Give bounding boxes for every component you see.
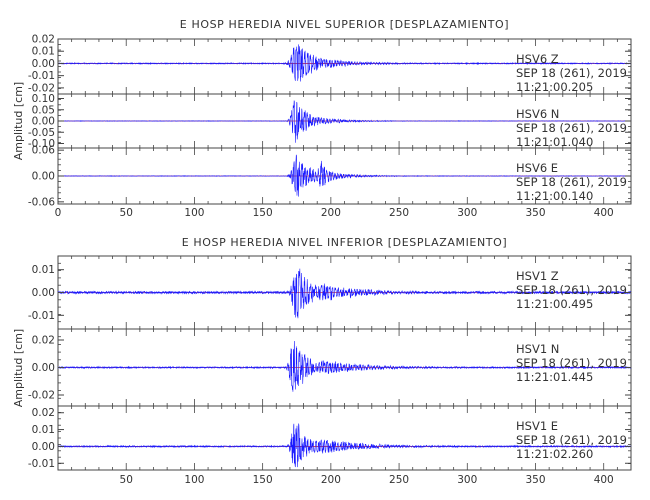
station-label: HSV6 Z (516, 52, 559, 66)
y-tick-label: -0.10 (28, 138, 55, 150)
waveform-line (57, 268, 632, 319)
y-tick-label: -0.06 (28, 196, 55, 208)
x-tick-label: 100 (184, 474, 204, 486)
y-tick-label: 0.10 (32, 93, 55, 105)
x-tick-label: 350 (525, 474, 545, 486)
date-label: SEP 18 (261), 2019 (516, 283, 627, 297)
x-tick-label: 100 (184, 207, 204, 219)
station-label: HSV1 E (516, 419, 558, 433)
y-tick-label: -0.01 (28, 70, 55, 82)
x-tick-label: 300 (457, 474, 477, 486)
x-tick-label: 350 (525, 207, 545, 219)
chart-title: E HOSP HEREDIA NIVEL SUPERIOR [DESPLAZAM… (180, 18, 509, 31)
waveform-line (57, 423, 632, 468)
waveform-line (57, 100, 632, 143)
y-tick-label: -0.02 (28, 390, 55, 402)
y-axis-label: Amplitud [cm] (12, 329, 25, 407)
x-tick-label: 0 (55, 207, 62, 219)
y-axis-label: Amplitud [cm] (12, 82, 25, 160)
y-tick-label: 0.02 (32, 335, 55, 347)
y-tick-label: 0.02 (32, 407, 55, 419)
y-tick-label: 0.00 (32, 116, 55, 128)
x-tick-label: 400 (594, 474, 614, 486)
x-tick-label: 150 (253, 474, 273, 486)
y-tick-label: -0.05 (28, 127, 55, 139)
y-tick-label: 0.00 (32, 58, 55, 70)
chart-upper-level: E HOSP HEREDIA NIVEL SUPERIOR [DESPLAZAM… (12, 18, 632, 219)
y-tick-label: 0.02 (32, 34, 55, 46)
x-tick-label: 50 (120, 207, 133, 219)
y-tick-label: 0.00 (32, 287, 55, 299)
y-tick-label: 0.00 (32, 362, 55, 374)
time-label: 11:21:00.205 (516, 80, 593, 94)
date-label: SEP 18 (261), 2019 (516, 121, 627, 135)
y-tick-label: 0.06 (32, 145, 56, 157)
x-tick-label: 250 (389, 207, 409, 219)
station-label: HSV1 N (516, 342, 559, 356)
x-tick-label: 400 (594, 207, 614, 219)
time-label: 11:21:01.445 (516, 370, 593, 384)
x-tick-label: 200 (321, 207, 341, 219)
y-tick-label: 0.00 (32, 171, 55, 183)
y-tick-label: 0.00 (32, 441, 55, 453)
x-tick-label: 50 (120, 474, 133, 486)
station-label: HSV1 Z (516, 269, 559, 283)
chart-title: E HOSP HEREDIA NIVEL INFERIOR [DESPLAZAM… (182, 236, 508, 249)
x-tick-label: 200 (321, 474, 341, 486)
y-tick-label: 0.01 (32, 264, 55, 276)
y-tick-label: 0.01 (32, 46, 55, 58)
y-tick-label: 0.05 (32, 104, 55, 116)
station-label: HSV6 N (516, 107, 559, 121)
waveform-line (57, 44, 631, 82)
y-tick-label: -0.02 (28, 82, 55, 94)
time-label: 11:21:00.140 (516, 189, 593, 203)
x-tick-label: 300 (457, 207, 477, 219)
time-label: 11:21:01.040 (516, 135, 593, 149)
date-label: SEP 18 (261), 2019 (516, 175, 627, 189)
y-tick-label: 0.01 (32, 424, 55, 436)
date-label: SEP 18 (261), 2019 (516, 433, 627, 447)
time-label: 11:21:02.260 (516, 447, 593, 461)
x-tick-label: 150 (253, 207, 273, 219)
date-label: SEP 18 (261), 2019 (516, 66, 627, 80)
x-tick-label: 250 (389, 474, 409, 486)
station-label: HSV6 E (516, 161, 558, 175)
waveform-line (57, 154, 632, 197)
y-tick-label: -0.01 (28, 458, 55, 470)
chart-lower-level: E HOSP HEREDIA NIVEL INFERIOR [DESPLAZAM… (12, 236, 632, 486)
date-label: SEP 18 (261), 2019 (516, 356, 627, 370)
waveform-line (57, 340, 632, 392)
time-label: 11:21:00.495 (516, 297, 593, 311)
y-tick-label: -0.01 (28, 310, 55, 322)
